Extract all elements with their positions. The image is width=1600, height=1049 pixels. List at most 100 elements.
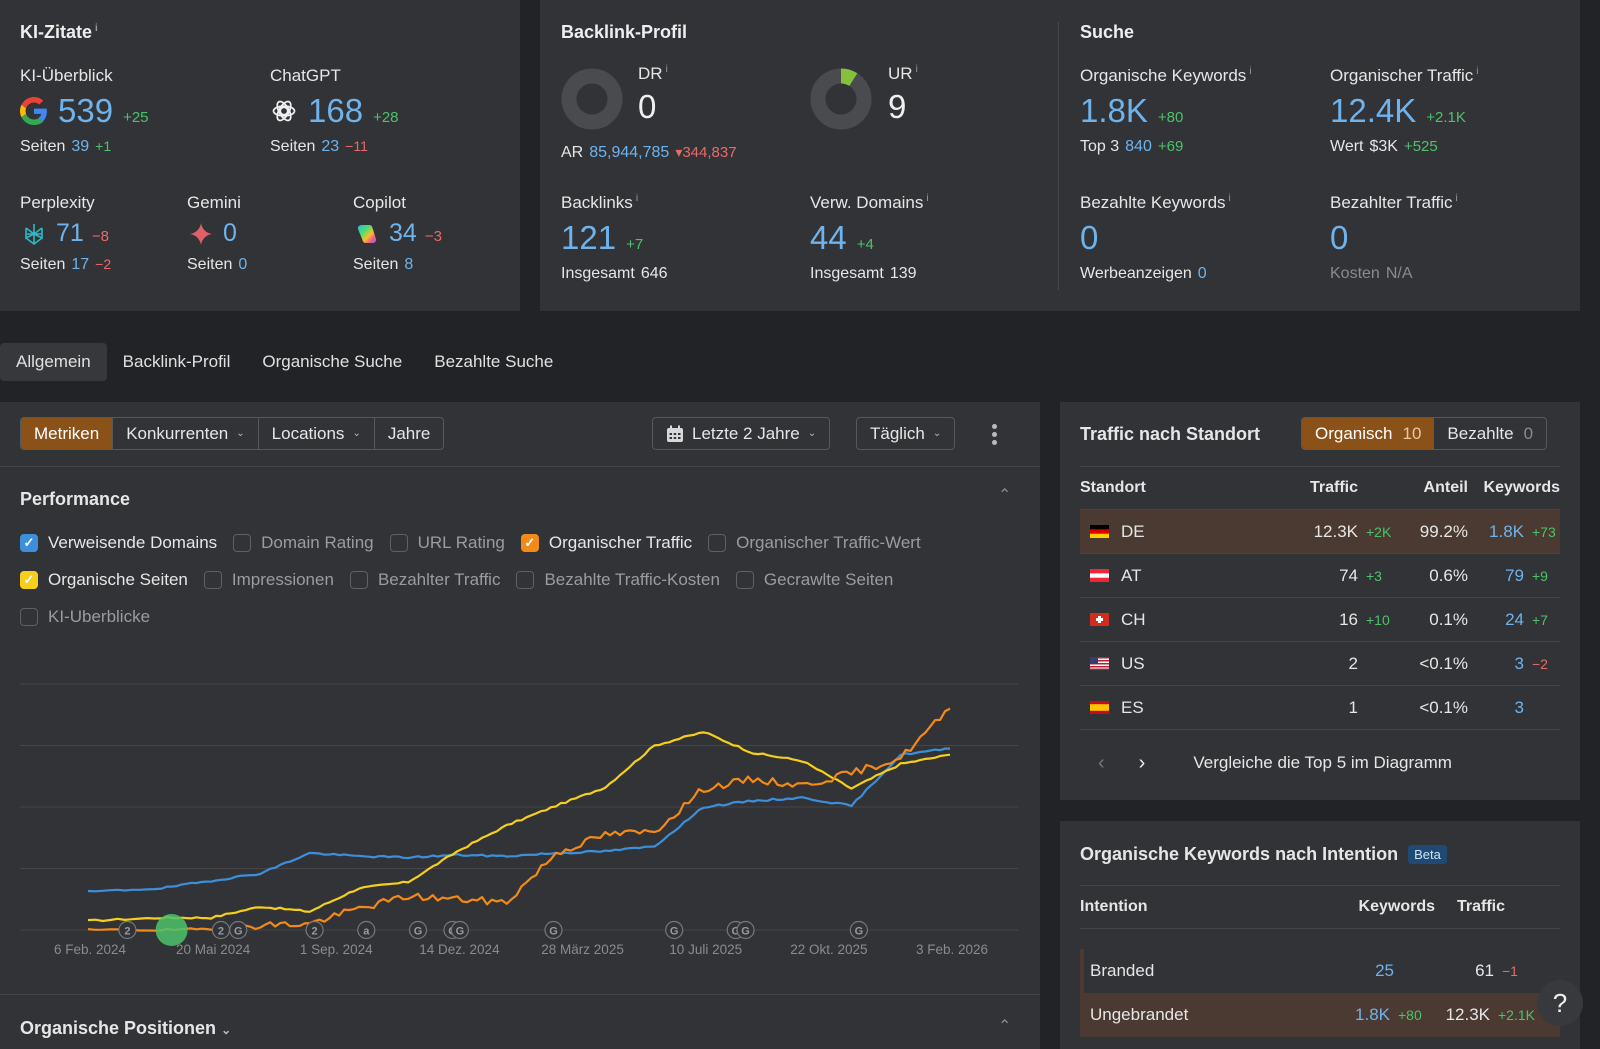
toggle-bezahlte[interactable]: Bezahlte 0 xyxy=(1447,423,1534,443)
metric-value[interactable]: 121 xyxy=(561,219,617,256)
table-row[interactable]: ES 1 <0.1% 3 xyxy=(1080,686,1560,730)
event-marker[interactable]: G xyxy=(736,920,755,940)
metric-value[interactable]: 34 xyxy=(389,219,417,247)
segment-metriken[interactable]: Metriken xyxy=(21,418,114,449)
help-button[interactable]: ? xyxy=(1537,980,1583,1026)
keywords-cell[interactable]: 3 xyxy=(1514,697,1524,717)
metric-value[interactable]: 1.8K xyxy=(1080,92,1148,129)
info-icon[interactable]: i xyxy=(1476,66,1479,78)
event-marker[interactable]: G xyxy=(544,920,563,940)
series-line-verweisende-domains[interactable] xyxy=(87,747,950,893)
interval-dropdown[interactable]: Täglich ⌄ xyxy=(856,417,956,450)
event-marker[interactable]: G xyxy=(450,920,469,940)
table-row[interactable]: DE 12.3K +2K 99.2% 1.8K +73 xyxy=(1080,510,1560,554)
table-row[interactable]: Branded 25 61 −1 xyxy=(1080,949,1560,993)
event-marker[interactable]: 2 xyxy=(305,920,324,940)
metric-label: Gemini xyxy=(187,193,241,212)
metric-backlinks: Backlinks i 121 +7 Insgesamt 646 xyxy=(561,193,674,283)
highlight-marker[interactable] xyxy=(155,914,188,946)
info-icon[interactable]: i xyxy=(665,64,668,76)
checkbox-verweisende-domains[interactable]: ✓ Verweisende Domains xyxy=(20,533,217,553)
checkbox-organischer-traffic[interactable]: ✓ Organischer Traffic xyxy=(520,533,692,553)
keywords-delta-cell xyxy=(1394,961,1434,981)
intent-table: Intention Keywords Traffic Branded 25 61… xyxy=(1080,885,1560,1037)
event-marker[interactable]: G xyxy=(849,920,868,940)
sub-value[interactable]: 23 xyxy=(321,138,340,155)
metric-value[interactable]: 0 xyxy=(223,219,237,247)
info-icon[interactable]: i xyxy=(1249,66,1252,78)
checkbox-organischer-traffic-wert[interactable]: Organischer Traffic-Wert xyxy=(708,533,921,553)
more-options-icon[interactable] xyxy=(992,424,998,445)
segment-konkurrenten[interactable]: Konkurrenten ⌄ xyxy=(113,418,259,449)
metric-value[interactable]: 0 xyxy=(1080,219,1099,256)
segment-locations[interactable]: Locations ⌄ xyxy=(259,418,375,449)
sub-value[interactable]: 840 xyxy=(1125,138,1152,155)
checkbox-gecrawlte-seiten[interactable]: Gecrawlte Seiten xyxy=(735,570,893,590)
tab-allgemein[interactable]: Allgemein xyxy=(0,343,107,381)
event-marker[interactable]: 2 xyxy=(118,920,137,940)
series-line-organischer-traffic[interactable] xyxy=(87,707,951,932)
sub-delta: +1 xyxy=(95,138,112,154)
checkbox-domain-rating[interactable]: Domain Rating xyxy=(233,533,374,553)
x-tick-label: 3 Feb. 2026 xyxy=(916,942,988,957)
keywords-cell[interactable]: 3 xyxy=(1514,653,1524,673)
metric-value[interactable]: 539 xyxy=(58,92,114,129)
prev-page-icon[interactable]: ‹ xyxy=(1098,751,1105,774)
metric-chatgpt: ChatGPT 168 +28 Seiten 23 −11 xyxy=(270,66,399,156)
pagination: ‹ › Vergleiche die Top 5 im Diagramm xyxy=(1080,730,1560,796)
next-page-icon[interactable]: › xyxy=(1138,751,1146,774)
info-icon[interactable]: i xyxy=(95,23,98,34)
checkbox-bezahlte-traffic-kosten[interactable]: Bezahlte Traffic-Kosten xyxy=(516,570,720,590)
info-icon[interactable]: i xyxy=(915,64,918,76)
event-marker[interactable]: G xyxy=(408,920,428,940)
checkbox-ki-ueberblicke[interactable]: KI-Uberblicke xyxy=(20,607,150,627)
metric-value[interactable]: 12.4K xyxy=(1330,92,1417,129)
info-icon[interactable]: i xyxy=(1455,193,1458,205)
keywords-cell[interactable]: 79 xyxy=(1505,565,1524,585)
flag-es-icon xyxy=(1090,701,1109,714)
collapse-icon[interactable]: ⌃ xyxy=(998,1018,1012,1035)
metric-value[interactable]: 44 xyxy=(810,219,847,256)
info-icon[interactable]: i xyxy=(926,193,929,205)
toggle-organisch[interactable]: Organisch 10 xyxy=(1302,418,1435,449)
tab-organische-suche[interactable]: Organische Suche xyxy=(262,352,403,371)
sub-value[interactable]: 0 xyxy=(1197,265,1207,282)
sub-value[interactable]: 8 xyxy=(404,256,414,273)
event-marker[interactable]: G xyxy=(229,920,248,940)
collapse-icon[interactable]: ⌃ xyxy=(998,487,1012,504)
sub-value[interactable]: 17 xyxy=(71,256,90,273)
compare-top5-link[interactable]: Vergleiche die Top 5 im Diagramm xyxy=(1193,753,1452,772)
event-marker[interactable]: a xyxy=(357,920,376,940)
keywords-cell[interactable]: 25 xyxy=(1375,961,1394,980)
table-row[interactable]: AT 74 +3 0.6% 79 +9 xyxy=(1080,554,1560,598)
metric-value[interactable]: 71 xyxy=(56,219,84,247)
event-marker[interactable]: G xyxy=(665,920,684,940)
checkbox-organische-seiten[interactable]: ✓ Organische Seiten xyxy=(20,570,188,590)
organic-positions-header[interactable]: Organische Positionen ⌄ xyxy=(20,1018,232,1038)
view-segment-control: Metriken Konkurrenten ⌄ Locations ⌄ Jahre xyxy=(20,417,445,450)
event-marker[interactable]: 2 xyxy=(211,920,231,940)
date-range-dropdown[interactable]: Letzte 2 Jahre ⌄ xyxy=(652,417,831,450)
sub-value[interactable]: 0 xyxy=(238,256,248,273)
keywords-cell[interactable]: 1.8K xyxy=(1489,521,1524,541)
checkbox-url-rating[interactable]: URL Rating xyxy=(389,533,505,553)
table-row[interactable]: US 2 <0.1% 3 −2 xyxy=(1080,642,1560,686)
checkbox-bezahlter-traffic[interactable]: Bezahlter Traffic xyxy=(349,570,500,590)
keywords-cell[interactable]: 1.8K xyxy=(1355,1005,1390,1024)
table-row[interactable]: CH 16 +10 0.1% 24 +7 xyxy=(1080,598,1560,642)
checkbox-impressionen[interactable]: Impressionen xyxy=(203,570,334,590)
series-line-organische-seiten[interactable] xyxy=(87,731,951,923)
info-icon[interactable]: i xyxy=(1228,193,1231,205)
segment-jahre[interactable]: Jahre xyxy=(387,423,431,443)
ar-value[interactable]: 85,944,785 xyxy=(589,144,670,161)
metric-value[interactable]: 0 xyxy=(1330,219,1349,256)
keywords-cell[interactable]: 24 xyxy=(1505,609,1524,629)
tab-bezahlte-suche[interactable]: Bezahlte Suche xyxy=(434,352,554,371)
metric-value[interactable]: 168 xyxy=(308,92,364,129)
info-icon[interactable]: i xyxy=(635,193,639,205)
dr-gauge xyxy=(561,68,623,130)
tab-backlink-profil[interactable]: Backlink-Profil xyxy=(122,352,231,371)
sub-value[interactable]: 39 xyxy=(71,138,90,155)
table-row[interactable]: Ungebrandet 1.8K +80 12.3K +2.1K xyxy=(1080,993,1560,1037)
